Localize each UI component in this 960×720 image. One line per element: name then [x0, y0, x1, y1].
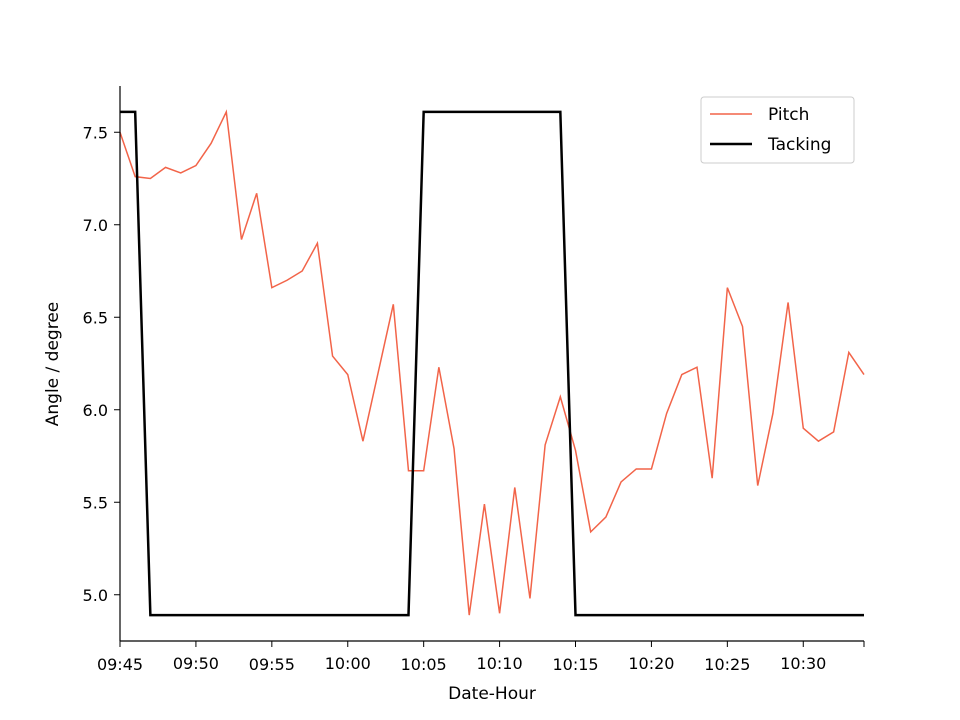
y-tick-label: 5.0 [83, 586, 108, 605]
series-line-tacking [120, 110, 864, 617]
y-tick-label: 7.5 [83, 123, 108, 142]
y-tick-label: 6.5 [83, 308, 108, 327]
y-ticks: 5.0 5.5 6.0 6.5 7.0 7.5 [83, 123, 120, 605]
y-tick-label: 7.0 [83, 216, 108, 235]
y-tick-label: 6.0 [83, 401, 108, 420]
series-layer [119, 109, 865, 617]
x-tick-label: 09:50 [173, 654, 219, 673]
series-line-pitch [119, 109, 865, 616]
x-tick-label: 09:45 [97, 655, 143, 674]
x-tick-label: 10:10 [477, 654, 523, 673]
x-tick-label: 10:05 [401, 655, 447, 674]
axes-layer [119, 86, 864, 642]
legend: Pitch Tacking [700, 96, 855, 164]
x-tick-label: 10:30 [780, 654, 826, 673]
x-tick-label: 10:00 [325, 654, 371, 673]
x-tick-label: 10:20 [628, 654, 674, 673]
y-axis-label: Angle / degree [43, 302, 63, 427]
x-tick-label: 10:25 [704, 655, 750, 674]
x-ticks: 09:45 09:50 09:55 10:00 10:05 10:10 10:15 10:20… [97, 641, 865, 674]
legend-label-pitch: Pitch [768, 105, 809, 125]
y-tick-label: 5.5 [83, 493, 108, 512]
legend-label-tacking: Tacking [767, 135, 831, 155]
x-axis-label: Date-Hour [448, 684, 536, 704]
x-tick-label: 09:55 [249, 655, 295, 674]
x-tick-label: 10:15 [552, 655, 598, 674]
